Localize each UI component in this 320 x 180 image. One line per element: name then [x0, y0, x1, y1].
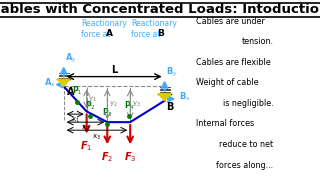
Text: P$_2$: P$_2$	[85, 100, 95, 112]
Text: B$_x$: B$_x$	[179, 91, 191, 103]
Text: P$_4$: P$_4$	[124, 99, 134, 112]
Text: F$_3$: F$_3$	[124, 150, 136, 164]
Text: P$_1$: P$_1$	[72, 85, 82, 97]
Text: A$_y$: A$_y$	[65, 52, 77, 65]
Text: B: B	[166, 102, 173, 112]
Text: F$_2$: F$_2$	[101, 150, 113, 164]
Text: Cables with Concentrated Loads: Intoduction: Cables with Concentrated Loads: Intoduct…	[0, 3, 320, 16]
Text: B: B	[157, 29, 164, 38]
Text: is negligible.: is negligible.	[223, 99, 274, 108]
Polygon shape	[57, 79, 70, 86]
Text: y$_2$: y$_2$	[109, 100, 118, 109]
Text: Cables are flexible: Cables are flexible	[196, 58, 270, 67]
Text: F$_1$: F$_1$	[80, 139, 93, 153]
Text: A$_x$: A$_x$	[44, 76, 56, 89]
Text: x$_1$: x$_1$	[71, 116, 80, 125]
Polygon shape	[158, 94, 171, 101]
Text: B$_y$: B$_y$	[166, 66, 178, 79]
Text: Cables are under: Cables are under	[196, 17, 264, 26]
Text: tension.: tension.	[242, 37, 274, 46]
Text: Internal forces: Internal forces	[196, 120, 254, 129]
Text: P$_3$: P$_3$	[102, 107, 113, 120]
Text: y$_1$: y$_1$	[88, 94, 97, 104]
Text: x$_3$: x$_3$	[92, 132, 101, 141]
Text: Reactionary
force at: Reactionary force at	[81, 19, 127, 39]
Text: A: A	[106, 29, 113, 38]
Text: forces along...: forces along...	[216, 161, 274, 170]
Text: reduce to net: reduce to net	[219, 140, 274, 149]
Text: Weight of cable: Weight of cable	[196, 78, 258, 87]
Text: A: A	[67, 87, 74, 97]
Text: Reactionary
force at: Reactionary force at	[131, 19, 177, 39]
Text: y$_3$: y$_3$	[132, 100, 141, 109]
Text: L: L	[111, 65, 117, 75]
Text: x$_2$: x$_2$	[81, 124, 90, 134]
